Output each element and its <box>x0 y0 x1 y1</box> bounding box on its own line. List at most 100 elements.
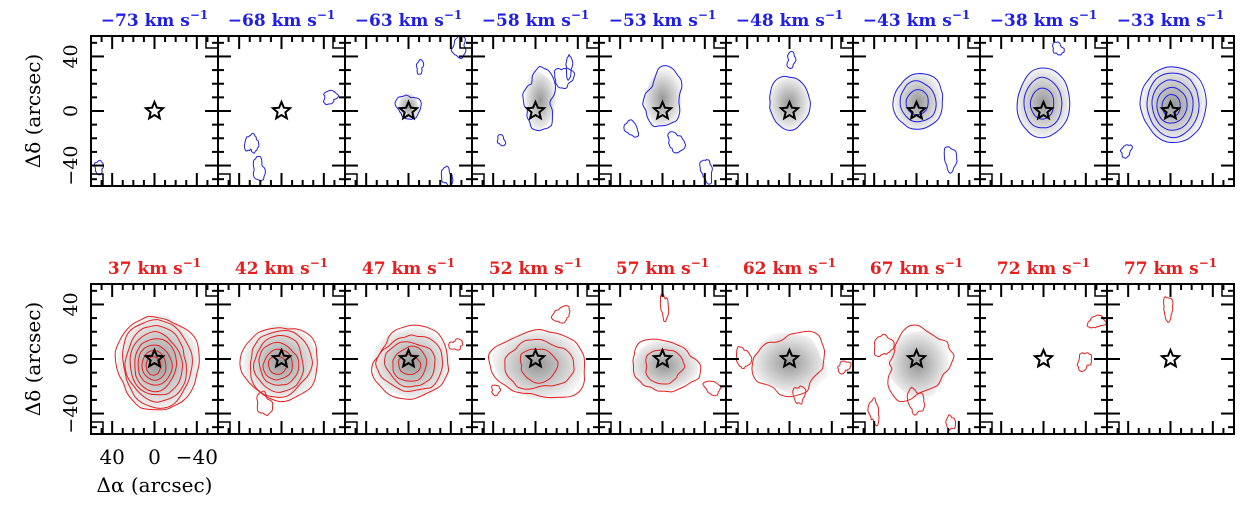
noise-contour <box>243 132 260 154</box>
channel-panel <box>725 283 854 435</box>
contour-level <box>642 65 683 128</box>
panel-velocity-label: −48 km s−1 <box>736 8 843 31</box>
emission-greyscale <box>524 69 556 131</box>
beam-box <box>852 173 866 187</box>
protostar-marker-icon <box>1159 99 1182 121</box>
beam-box <box>471 173 485 187</box>
noise-contour <box>699 158 713 185</box>
protostar-marker-icon <box>397 99 420 121</box>
contour-level <box>249 329 313 398</box>
protostar-marker-icon <box>778 347 801 369</box>
beam-box <box>344 421 358 435</box>
emission-greyscale <box>630 340 699 392</box>
beam-box <box>471 421 485 435</box>
noise-contour <box>945 414 957 431</box>
noise-contour <box>490 384 502 397</box>
panel-frame <box>1106 283 1235 435</box>
noise-contour <box>256 390 274 416</box>
panel-velocity-label: −68 km s−1 <box>228 8 335 31</box>
emission-greyscale <box>1141 65 1206 143</box>
noise-contour <box>1163 296 1174 323</box>
panel-ticks <box>217 284 346 434</box>
contour-level <box>1016 67 1071 139</box>
protostar-marker-icon <box>651 99 674 121</box>
noise-contour <box>623 119 640 138</box>
y-tick-label: 0 <box>60 105 82 117</box>
panel-ticks <box>90 36 219 186</box>
noise-contour <box>792 385 807 405</box>
contour-level <box>114 315 200 411</box>
contour-level <box>645 349 686 385</box>
noise-contour <box>440 165 454 186</box>
noise-contour <box>322 89 340 106</box>
protostar-marker-icon <box>905 347 928 369</box>
protostar-marker-icon <box>1159 347 1182 369</box>
noise-contour <box>667 131 687 154</box>
contour-level <box>1023 76 1063 129</box>
channel-panel <box>471 283 600 435</box>
y-axis-label: Δδ (arcsec) <box>21 54 45 168</box>
contour-level <box>504 338 575 390</box>
protostar-marker-icon <box>651 347 674 369</box>
protostar-marker-icon <box>143 99 166 121</box>
protostar-marker-icon <box>270 347 293 369</box>
protostar-marker-icon <box>143 347 166 369</box>
channel-panel <box>471 35 600 187</box>
beam-box <box>979 173 993 187</box>
contour-level <box>487 328 586 399</box>
beam-box <box>1221 283 1235 297</box>
emission-greyscale <box>643 69 682 128</box>
beam-box <box>725 421 739 435</box>
contour-level <box>262 348 293 381</box>
channel-panel <box>1106 35 1235 187</box>
panel-ticks <box>979 284 1108 434</box>
contour-level <box>371 324 449 400</box>
contour-level <box>258 341 300 386</box>
beam-box <box>90 173 104 187</box>
channel-panel <box>344 35 473 187</box>
noise-contour <box>702 380 722 397</box>
noise-contour <box>867 397 880 427</box>
contour-level <box>1151 79 1194 131</box>
x-tick-label: −40 <box>176 445 218 469</box>
panel-velocity-label: −63 km s−1 <box>355 8 462 31</box>
panel-velocity-label: −33 km s−1 <box>1117 8 1224 31</box>
noise-contour <box>252 155 266 182</box>
noise-contour <box>786 50 797 69</box>
contour-level <box>375 334 444 392</box>
protostar-marker-icon <box>270 99 293 121</box>
beam-box <box>217 421 231 435</box>
panel-ticks <box>725 284 854 434</box>
channel-panel <box>852 35 981 187</box>
channel-panel <box>217 283 346 435</box>
contour-level <box>145 356 162 376</box>
beam-box <box>852 421 866 435</box>
beam-box <box>979 421 993 435</box>
protostar-marker-icon <box>778 99 801 121</box>
noise-contour <box>873 333 895 358</box>
x-tick-label: 40 <box>99 445 124 469</box>
contour-level <box>267 355 288 375</box>
contour-level <box>905 89 929 116</box>
beam-box <box>217 173 231 187</box>
panel-velocity-label: 57 km s−1 <box>616 256 709 279</box>
noise-contour <box>550 305 571 324</box>
noise-contour <box>496 134 507 147</box>
y-tick-labels: 40 0 −40 <box>60 44 82 185</box>
noise-contour <box>93 159 104 176</box>
noise-contour <box>1052 41 1065 56</box>
noise-contour <box>565 53 574 81</box>
panel-velocity-label: 77 km s−1 <box>1124 256 1217 279</box>
protostar-marker-icon <box>905 99 928 121</box>
contour-level <box>751 330 826 398</box>
noise-contour <box>1076 352 1093 372</box>
beam-box <box>598 173 612 187</box>
panel-ticks <box>217 36 346 186</box>
channel-panel <box>852 283 981 435</box>
noise-contour <box>943 146 958 174</box>
beam-box <box>1106 173 1120 187</box>
channel-panel <box>90 35 219 187</box>
protostar-marker-icon <box>397 347 420 369</box>
noise-contour <box>450 36 467 60</box>
